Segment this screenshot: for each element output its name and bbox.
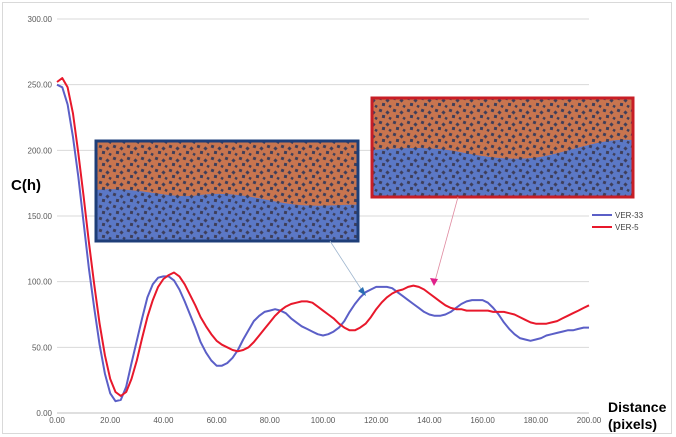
x-axis-label-line: (pixels) bbox=[608, 416, 657, 432]
chart-frame bbox=[2, 2, 672, 434]
y-tick-label: 200.00 bbox=[28, 146, 53, 155]
series-line-ver-5 bbox=[56, 77, 590, 397]
x-tick-label: 100.00 bbox=[311, 416, 336, 425]
inset-ver5 bbox=[370, 96, 635, 199]
x-tick-label: 140.00 bbox=[417, 416, 442, 425]
x-tick-label: 80.00 bbox=[260, 416, 281, 425]
inset-leader-lines bbox=[329, 196, 459, 296]
legend: VER-33 VER-5 bbox=[592, 211, 644, 232]
y-tick-label: 250.00 bbox=[28, 81, 53, 90]
x-tick-label: 60.00 bbox=[207, 416, 228, 425]
y-tick-label: 150.00 bbox=[28, 212, 53, 221]
x-tick-label: 180.00 bbox=[524, 416, 549, 425]
inset-ver5-border bbox=[370, 96, 635, 199]
y-tick-labels: 0.00 50.00 100.00 150.00 200.00 250.00 300.00 bbox=[28, 15, 53, 418]
x-tick-label: 120.00 bbox=[364, 416, 389, 425]
legend-label: VER-5 bbox=[615, 223, 639, 232]
axis-labels: C(h) Distance(pixels) bbox=[11, 177, 667, 432]
x-tick-label: 0.00 bbox=[49, 416, 65, 425]
legend-label: VER-33 bbox=[615, 211, 644, 220]
y-axis-label: C(h) bbox=[11, 177, 41, 194]
series-line-ver-33 bbox=[56, 83, 589, 403]
y-tick-label: 300.00 bbox=[28, 15, 53, 24]
leader-blue-arrowhead bbox=[358, 287, 366, 296]
series-lines bbox=[56, 77, 590, 403]
y-tick-label: 100.00 bbox=[28, 278, 53, 287]
inset-ver33-speckle bbox=[96, 141, 358, 241]
x-tick-label: 40.00 bbox=[153, 416, 174, 425]
inset-ver33-border bbox=[94, 139, 360, 243]
leader-red-arrowhead bbox=[430, 278, 438, 286]
inset-ver33 bbox=[94, 139, 360, 243]
inset-ver5-speckle bbox=[372, 98, 633, 197]
y-tick-label: 0.00 bbox=[36, 409, 52, 418]
x-tick-labels: 0.00 20.00 40.00 60.00 80.00 100.00 120.00 140.… bbox=[49, 416, 602, 425]
x-tick-label: 160.00 bbox=[470, 416, 495, 425]
x-tick-label: 200.00 bbox=[577, 416, 602, 425]
leader-red bbox=[434, 196, 459, 282]
x-tick-label: 20.00 bbox=[100, 416, 121, 425]
y-tick-label: 50.00 bbox=[32, 343, 53, 352]
leader-blue bbox=[329, 240, 364, 293]
x-axis-label-line: Distance bbox=[608, 399, 667, 415]
